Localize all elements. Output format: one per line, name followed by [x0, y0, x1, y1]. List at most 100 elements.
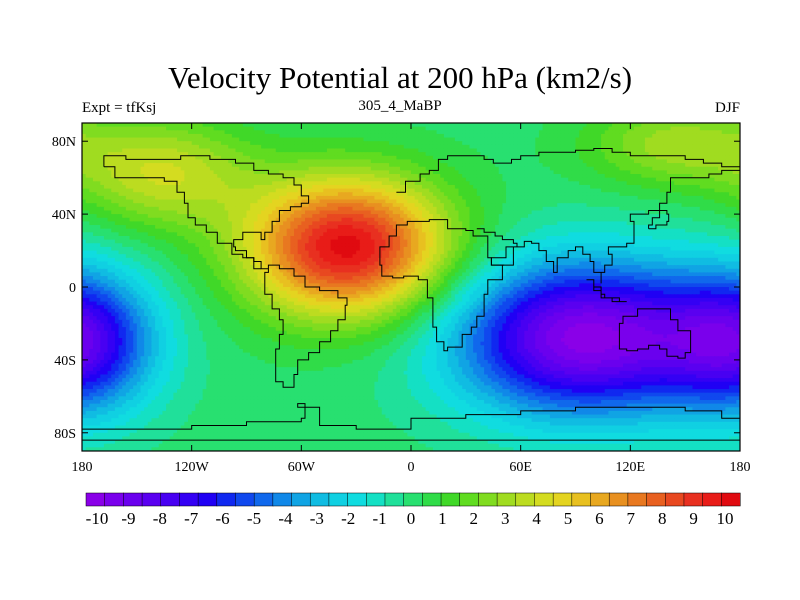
field-cell: [703, 155, 708, 161]
field-cell: [476, 170, 482, 175]
field-cell: [685, 192, 690, 197]
field-cell: [111, 214, 116, 219]
field-cell: [681, 133, 686, 139]
field-cell: [425, 141, 430, 146]
field-cell: [144, 170, 149, 175]
field-cell: [378, 217, 383, 222]
field-cell: [527, 155, 533, 161]
field-cell: [301, 195, 306, 201]
field-cell: [250, 159, 255, 164]
field-cell: [166, 177, 171, 182]
field-cell: [608, 192, 613, 197]
field-cell: [688, 152, 694, 157]
field-cell: [118, 195, 123, 201]
field-cell: [158, 148, 164, 153]
field-cell: [571, 181, 577, 186]
field-cell: [440, 163, 445, 168]
field-cell: [498, 137, 503, 142]
field-cell: [337, 170, 343, 175]
field-cell: [374, 126, 379, 131]
field-cell: [524, 148, 529, 153]
field-cell: [206, 221, 211, 226]
field-cell: [480, 221, 485, 226]
field-cell: [290, 177, 295, 182]
field-cell: [564, 123, 569, 128]
field-cell: [407, 155, 412, 161]
field-cell: [198, 123, 204, 128]
field-cell: [498, 199, 503, 204]
field-cell: [283, 155, 288, 161]
field-cell: [348, 192, 354, 197]
field-cell: [432, 133, 438, 139]
field-cell: [136, 210, 142, 215]
field-cell: [151, 170, 156, 175]
field-cell: [568, 144, 573, 150]
field-cell: [242, 214, 248, 219]
field-cell: [326, 144, 332, 150]
field-cell: [601, 144, 606, 150]
field-cell: [286, 214, 291, 219]
field-cell: [502, 152, 507, 157]
field-cell: [352, 137, 357, 142]
field-cell: [480, 133, 485, 139]
field-cell: [436, 214, 441, 219]
field-cell: [334, 206, 339, 212]
field-cell: [96, 206, 101, 212]
field-cell: [612, 141, 617, 146]
field-cell: [89, 221, 94, 226]
field-cell: [506, 152, 511, 157]
field-cell: [703, 148, 708, 153]
field-cell: [502, 137, 507, 142]
field-cell: [381, 203, 387, 208]
field-cell: [513, 126, 518, 131]
field-cell: [575, 155, 580, 161]
field-cell: [348, 148, 354, 153]
field-cell: [213, 206, 218, 212]
field-cell: [604, 155, 609, 161]
field-cell: [301, 137, 306, 142]
field-cell: [699, 130, 705, 135]
field-cell: [400, 152, 405, 157]
field-cell: [378, 174, 383, 179]
field-cell: [666, 137, 672, 142]
field-cell: [202, 163, 207, 168]
field-cell: [180, 174, 185, 179]
field-cell: [107, 141, 112, 146]
field-cell: [655, 137, 661, 142]
field-cell: [407, 126, 412, 131]
field-cell: [228, 203, 233, 208]
field-cell: [736, 148, 740, 153]
field-cell: [674, 188, 679, 193]
field-cell: [421, 188, 427, 193]
field-cell: [469, 163, 474, 168]
field-cell: [82, 170, 87, 175]
field-cell: [217, 177, 222, 182]
field-cell: [513, 199, 518, 204]
field-cell: [337, 177, 343, 182]
field-cell: [231, 163, 237, 168]
field-cell: [89, 177, 94, 182]
field-cell: [147, 155, 153, 161]
field-cell: [644, 203, 650, 208]
field-cell: [290, 141, 295, 146]
field-cell: [714, 188, 719, 193]
field-cell: [89, 144, 94, 150]
field-cell: [469, 181, 474, 186]
field-cell: [334, 141, 339, 146]
field-cell: [524, 210, 529, 215]
field-cell: [297, 123, 302, 128]
field-cell: [235, 217, 240, 222]
field-cell: [246, 130, 251, 135]
field-cell: [465, 181, 471, 186]
field-cell: [407, 177, 412, 182]
field-cell: [414, 184, 419, 190]
field-cell: [535, 199, 540, 204]
field-cell: [517, 199, 522, 204]
field-cell: [312, 217, 317, 222]
field-cell: [294, 144, 299, 150]
field-cell: [162, 195, 167, 201]
field-cell: [162, 133, 167, 139]
field-cell: [480, 166, 485, 171]
field-cell: [188, 188, 193, 193]
